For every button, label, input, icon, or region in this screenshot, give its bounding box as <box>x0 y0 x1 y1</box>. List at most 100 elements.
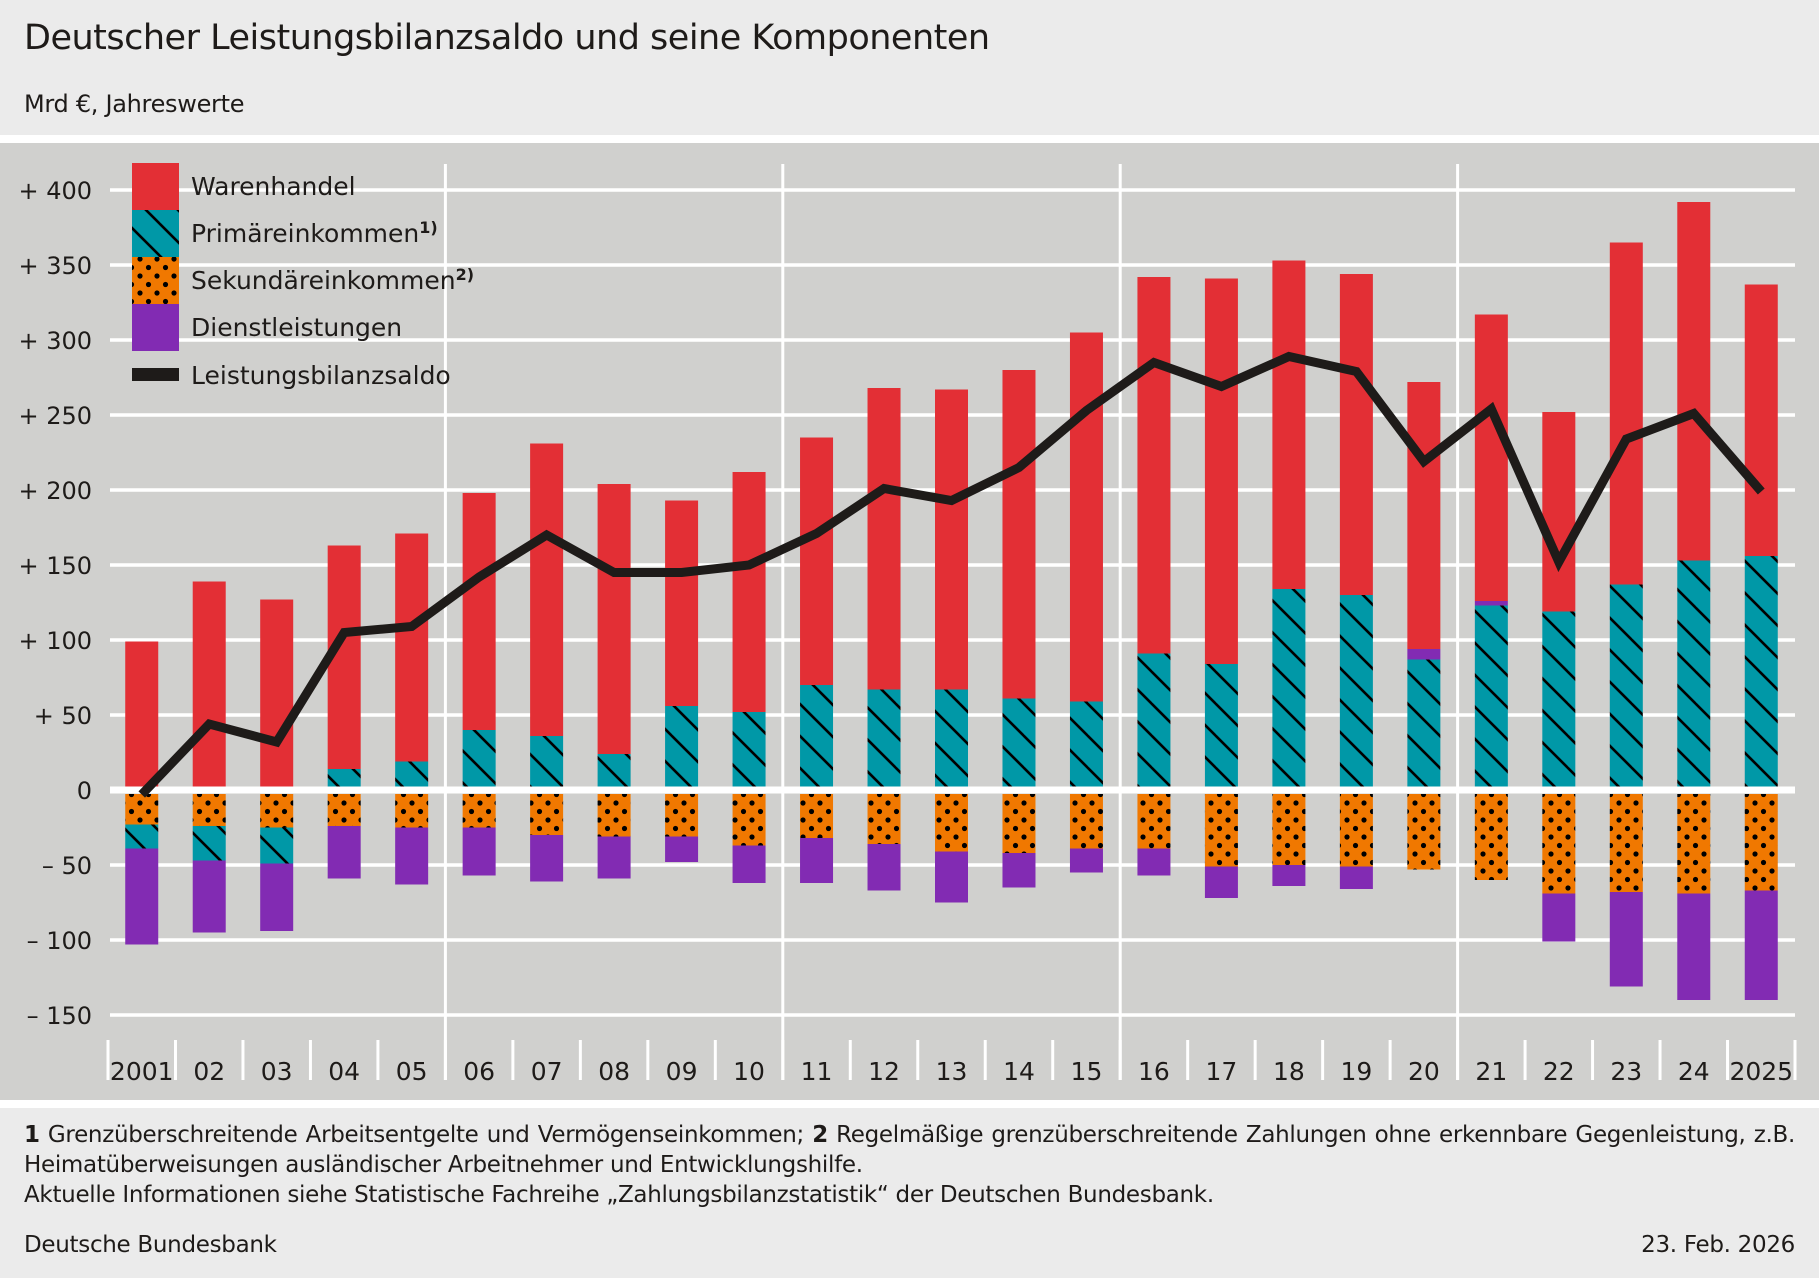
bar-warenhandel <box>125 641 159 790</box>
legend-label: Sekundäreinkommen2) <box>191 265 474 295</box>
bar-primäreinkommen <box>1744 556 1778 790</box>
bar-sekundäreinkommen <box>530 794 564 835</box>
x-tick-label: 17 <box>1206 1057 1238 1086</box>
y-tick-label: – 100 <box>27 927 92 955</box>
x-tick-label: 20 <box>1408 1057 1440 1086</box>
y-tick-label: – 50 <box>42 852 92 880</box>
bar-warenhandel <box>935 389 968 690</box>
bar-primäreinkommen <box>1204 664 1238 790</box>
bar-dienstleistungen <box>800 838 834 883</box>
bar-sekundäreinkommen <box>462 794 496 828</box>
x-tick-label: 07 <box>531 1057 563 1086</box>
y-tick-label: + 300 <box>18 327 92 355</box>
bar-sekundäreinkommen <box>1677 794 1711 894</box>
x-tick-label: 06 <box>463 1057 495 1086</box>
bar-warenhandel <box>1677 202 1711 561</box>
bar-sekundäreinkommen <box>1002 794 1036 853</box>
bar-dienstleistungen <box>530 835 564 882</box>
bar-warenhandel <box>1339 274 1373 595</box>
y-tick-label: + 100 <box>18 627 92 655</box>
bar-warenhandel <box>1137 277 1171 654</box>
bar-primäreinkommen <box>665 706 699 790</box>
bar-warenhandel <box>1407 382 1441 649</box>
info-text: Aktuelle Informationen siehe Statistisch… <box>24 1182 1214 1208</box>
bar-dienstleistungen <box>327 826 361 879</box>
bar-warenhandel <box>1744 284 1778 556</box>
bar-dienstleistungen <box>462 827 496 876</box>
bar-primäreinkommen <box>800 685 834 790</box>
footnote-1-number: 1 <box>24 1122 40 1148</box>
x-tick-label: 03 <box>261 1057 293 1086</box>
bar-warenhandel <box>1204 278 1238 664</box>
bar-sekundäreinkommen <box>1474 794 1508 880</box>
chart-area: + 400 + 350 + 300 + 250 + 200 + 150 + 100 + 50 0… <box>0 143 1819 1100</box>
bar-primäreinkommen <box>597 754 631 790</box>
footnote-2-number: 2 <box>812 1122 828 1148</box>
x-tick-label: 18 <box>1273 1057 1305 1086</box>
bar-primäreinkommen <box>1002 698 1036 790</box>
bar-dienstleistungen <box>1069 848 1103 873</box>
bar-primäreinkommen <box>260 827 294 864</box>
bar-dienstleistungen <box>260 863 294 931</box>
y-tick-label: + 400 <box>18 177 92 205</box>
x-tick-label: 2025 <box>1729 1057 1793 1086</box>
bar-sekundäreinkommen <box>665 794 699 837</box>
bar-warenhandel <box>1002 370 1036 699</box>
y-tick-label: + 250 <box>18 402 92 430</box>
bar-primäreinkommen <box>1677 560 1711 790</box>
bar-warenhandel <box>800 437 834 685</box>
legend-swatch-line <box>132 368 179 381</box>
y-tick-label: + 200 <box>18 477 92 505</box>
bar-sekundäreinkommen <box>395 794 429 828</box>
bar-sekundäreinkommen <box>1137 794 1171 849</box>
x-tick-label: 21 <box>1475 1057 1507 1086</box>
legend-swatch-sekundäreinkommen <box>132 257 179 304</box>
bar-dienstleistungen <box>665 836 699 862</box>
x-tick-label: 2001 <box>110 1057 174 1086</box>
bar-warenhandel <box>665 500 699 706</box>
balance-line <box>138 351 1765 798</box>
bar-dienstleistungen <box>1677 893 1711 1000</box>
x-tick-label: 04 <box>328 1057 360 1086</box>
bar-dienstleistungen <box>1204 866 1238 898</box>
bar-warenhandel <box>395 533 429 762</box>
bar-dienstleistungen <box>1609 892 1643 987</box>
bar-sekundäreinkommen <box>1407 794 1441 870</box>
x-tick-label: 13 <box>936 1057 968 1086</box>
bar-sekundäreinkommen <box>1069 794 1103 849</box>
x-tick-label: 02 <box>193 1057 225 1086</box>
bar-dienstleistungen <box>1542 893 1576 942</box>
x-tick-label: 14 <box>1003 1057 1035 1086</box>
bar-primäreinkommen <box>395 761 429 790</box>
legend-label: Primäreinkommen1) <box>191 218 438 248</box>
x-tick-label: 12 <box>868 1057 900 1086</box>
chart-svg: + 400 + 350 + 300 + 250 + 200 + 150 + 100 + 50 0… <box>18 163 1797 1086</box>
bar-primäreinkommen <box>1474 605 1508 790</box>
legend-swatch-warenhandel <box>132 163 179 210</box>
bar-dienstleistungen <box>1474 601 1508 606</box>
bar-sekundäreinkommen <box>125 794 159 825</box>
y-axis-ticks: + 400 + 350 + 300 + 250 + 200 + 150 + 100 + 50 0… <box>18 177 92 1030</box>
x-tick-label: 05 <box>396 1057 428 1086</box>
legend-swatch-primäreinkommen <box>132 210 179 257</box>
bar-sekundäreinkommen <box>1542 794 1576 894</box>
bars <box>125 202 1778 1000</box>
bar-dienstleistungen <box>1272 865 1306 886</box>
chart-title: Deutscher Leistungsbilanzsaldo und seine… <box>24 18 990 58</box>
bar-warenhandel <box>732 472 766 712</box>
legend-label: Leistungsbilanzsaldo <box>191 361 451 390</box>
bar-warenhandel <box>530 443 564 736</box>
bar-warenhandel <box>1474 314 1508 601</box>
bar-dienstleistungen <box>395 827 429 885</box>
bar-sekundäreinkommen <box>1204 794 1238 867</box>
bar-warenhandel <box>1272 260 1306 589</box>
y-tick-label: + 50 <box>34 702 92 730</box>
footnote-2-text: Regelmäßige grenzüberschreitende Zahlung… <box>24 1122 1795 1178</box>
bar-primäreinkommen <box>1069 701 1103 790</box>
bar-warenhandel <box>1069 332 1103 702</box>
bar-sekundäreinkommen <box>1272 794 1306 865</box>
x-tick-label: 08 <box>598 1057 630 1086</box>
x-tick-label: 16 <box>1138 1057 1170 1086</box>
bar-warenhandel <box>1609 242 1643 585</box>
bar-primäreinkommen <box>125 824 159 849</box>
